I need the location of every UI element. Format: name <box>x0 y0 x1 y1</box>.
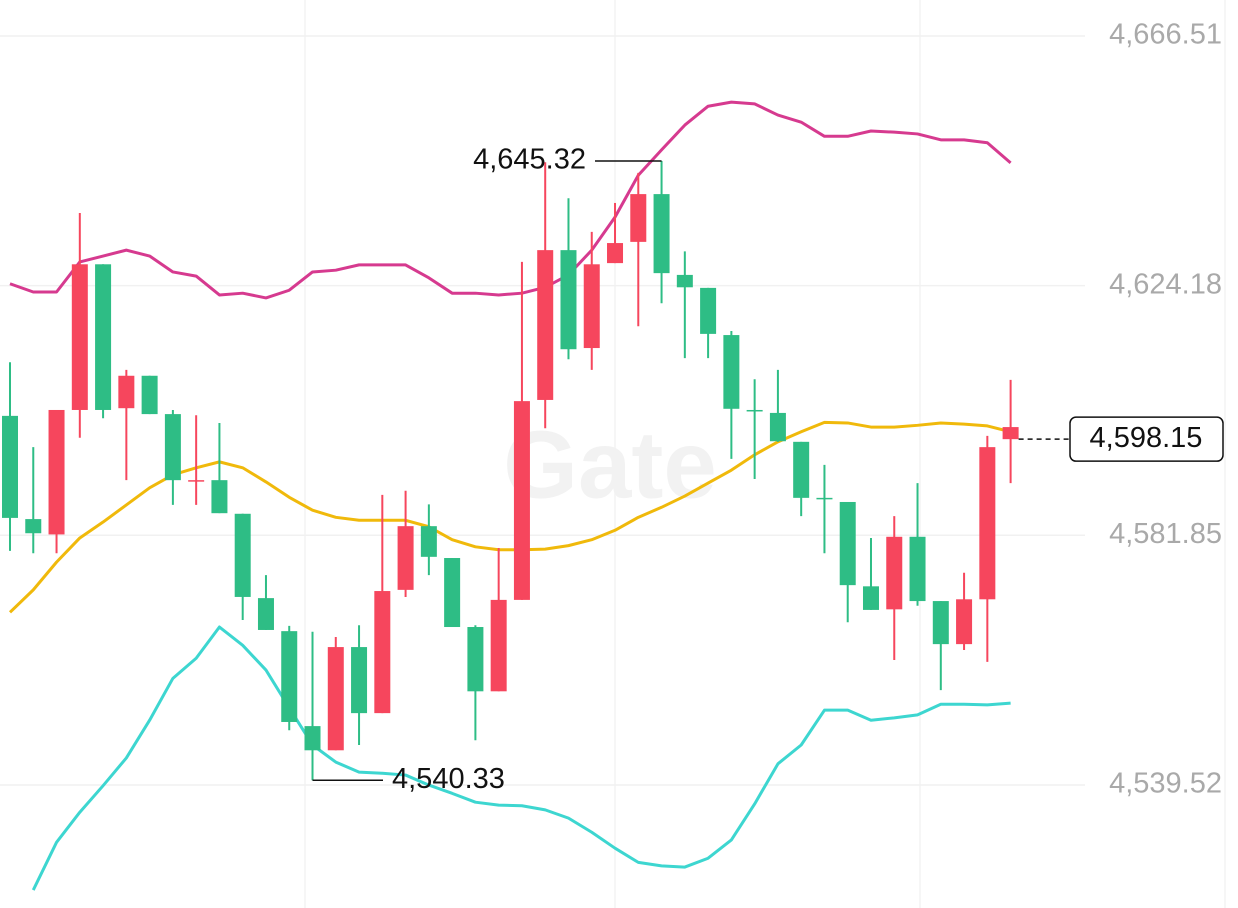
candle-body <box>351 647 368 714</box>
candle-body <box>118 375 135 409</box>
candle-body <box>188 480 205 482</box>
candle-body <box>327 647 344 751</box>
candle-body <box>746 409 763 412</box>
candle-body <box>956 599 973 645</box>
candle-body <box>700 287 717 334</box>
candle-body <box>723 335 740 409</box>
band-line <box>31 625 1011 891</box>
min-label: 4,540.33 <box>392 763 505 795</box>
candle-body <box>583 264 600 349</box>
candle-body <box>816 497 833 500</box>
candle-body <box>932 601 949 645</box>
candle-body <box>420 526 437 557</box>
candle-body <box>979 447 996 600</box>
candle-body <box>397 526 414 590</box>
candle-body <box>444 558 461 628</box>
y-tick-label: 4,624.18 <box>1109 268 1222 300</box>
candle-body <box>769 412 786 442</box>
y-tick-label: 4,539.52 <box>1109 768 1222 800</box>
candle-body <box>560 250 577 350</box>
candle-body <box>257 598 274 630</box>
candle-body <box>676 274 693 288</box>
candle-body <box>909 536 926 602</box>
candle-body <box>839 501 856 586</box>
candle-body <box>886 536 903 610</box>
candle-body <box>630 194 647 242</box>
candle-body <box>607 243 624 264</box>
candle-body <box>793 441 810 498</box>
y-tick-label: 4,666.51 <box>1109 19 1222 51</box>
candle-body <box>304 726 321 751</box>
candle-body <box>95 264 112 410</box>
watermark: Gate <box>503 411 716 518</box>
candle-body <box>374 591 391 714</box>
candle-body <box>234 513 251 597</box>
candle-body <box>281 631 298 722</box>
candle-body <box>2 415 18 518</box>
candle-body <box>513 401 530 600</box>
candle-body <box>211 480 228 514</box>
plot: 4,666.51 4,624.18 4,581.85 4,539.52 4,645.32… <box>0 19 1224 891</box>
candle-body <box>467 627 484 692</box>
candle-body <box>862 586 879 610</box>
last-price-box <box>1069 416 1224 462</box>
candle-body <box>1002 427 1019 440</box>
candle-body <box>653 194 670 274</box>
band-line <box>9 100 1012 300</box>
candle-body <box>490 599 507 692</box>
candle-body <box>164 414 181 481</box>
candle-body <box>537 250 554 400</box>
candle-body <box>48 409 65 535</box>
candle-body <box>71 264 88 410</box>
last-price-label: 4,598.15 <box>1090 422 1203 454</box>
candle-body <box>141 375 158 415</box>
max-label: 4,645.32 <box>473 144 586 176</box>
y-tick-label: 4,581.85 <box>1109 518 1222 550</box>
candle-body <box>25 519 42 534</box>
